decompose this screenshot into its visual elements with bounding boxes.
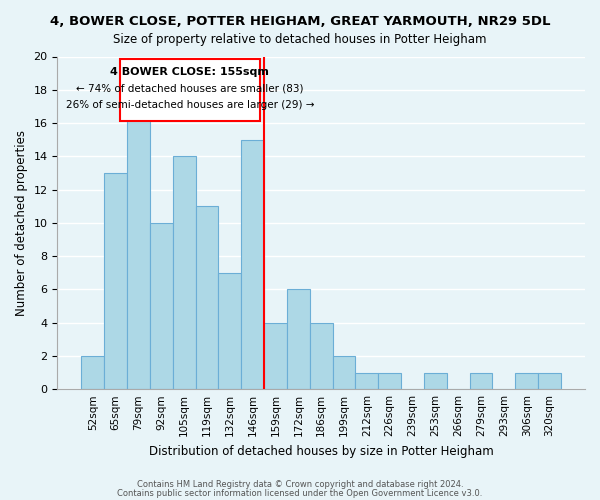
Bar <box>310 322 332 389</box>
Bar <box>218 272 241 389</box>
Text: Contains HM Land Registry data © Crown copyright and database right 2024.: Contains HM Land Registry data © Crown c… <box>137 480 463 489</box>
Bar <box>287 290 310 389</box>
Bar <box>538 372 561 389</box>
Bar <box>196 206 218 389</box>
Bar <box>82 356 104 389</box>
Bar <box>150 223 173 389</box>
Bar <box>104 173 127 389</box>
Y-axis label: Number of detached properties: Number of detached properties <box>15 130 28 316</box>
Bar <box>264 322 287 389</box>
FancyBboxPatch shape <box>120 59 260 122</box>
Bar <box>127 106 150 389</box>
Text: 4, BOWER CLOSE, POTTER HEIGHAM, GREAT YARMOUTH, NR29 5DL: 4, BOWER CLOSE, POTTER HEIGHAM, GREAT YA… <box>50 15 550 28</box>
Bar <box>379 372 401 389</box>
Text: ← 74% of detached houses are smaller (83): ← 74% of detached houses are smaller (83… <box>76 83 304 93</box>
Text: Contains public sector information licensed under the Open Government Licence v3: Contains public sector information licen… <box>118 489 482 498</box>
Bar <box>355 372 379 389</box>
Bar <box>515 372 538 389</box>
Text: Size of property relative to detached houses in Potter Heigham: Size of property relative to detached ho… <box>113 32 487 46</box>
Bar <box>470 372 493 389</box>
Bar <box>424 372 447 389</box>
Text: 26% of semi-detached houses are larger (29) →: 26% of semi-detached houses are larger (… <box>65 100 314 110</box>
Bar <box>332 356 355 389</box>
X-axis label: Distribution of detached houses by size in Potter Heigham: Distribution of detached houses by size … <box>149 444 494 458</box>
Bar <box>173 156 196 389</box>
Bar <box>241 140 264 389</box>
Text: 4 BOWER CLOSE: 155sqm: 4 BOWER CLOSE: 155sqm <box>110 68 269 78</box>
